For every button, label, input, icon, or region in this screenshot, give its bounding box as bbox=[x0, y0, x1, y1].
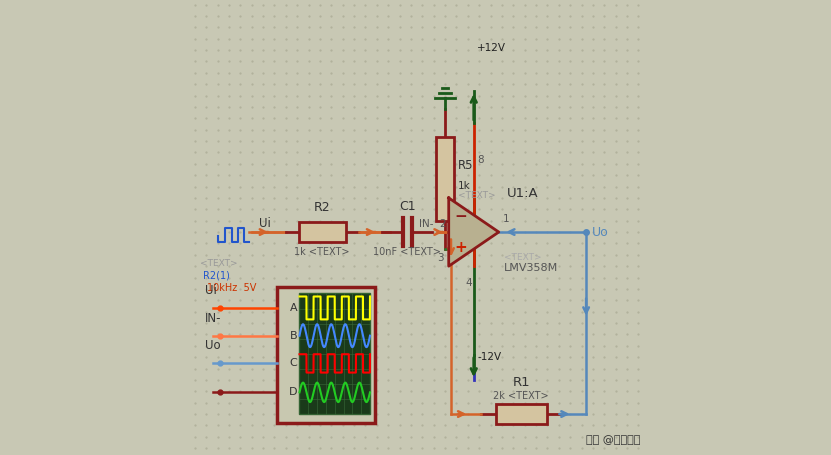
Text: <TEXT>: <TEXT> bbox=[504, 253, 542, 262]
Bar bbox=[277, 287, 375, 423]
Bar bbox=[299, 293, 370, 414]
Text: 2k <TEXT>: 2k <TEXT> bbox=[494, 391, 549, 401]
Text: 1: 1 bbox=[503, 214, 509, 224]
Bar bbox=[496, 404, 547, 424]
Text: Uo: Uo bbox=[592, 226, 608, 238]
Text: 8: 8 bbox=[477, 155, 484, 165]
Bar bbox=[436, 137, 455, 221]
Polygon shape bbox=[449, 198, 499, 266]
Text: <TEXT>: <TEXT> bbox=[200, 259, 238, 268]
Text: U1:A: U1:A bbox=[507, 187, 538, 200]
Text: +: + bbox=[455, 240, 467, 255]
Text: R5: R5 bbox=[458, 159, 474, 172]
Text: R2: R2 bbox=[314, 201, 331, 214]
Text: −: − bbox=[455, 209, 467, 224]
Text: 4: 4 bbox=[465, 278, 472, 288]
Text: A: A bbox=[289, 303, 297, 313]
Text: IN-: IN- bbox=[205, 312, 222, 325]
Text: -12V: -12V bbox=[477, 352, 501, 362]
Text: <TEXT>: <TEXT> bbox=[458, 191, 495, 200]
Text: C: C bbox=[289, 359, 297, 369]
Text: 10nF <TEXT>: 10nF <TEXT> bbox=[373, 247, 441, 257]
Text: Ui: Ui bbox=[205, 284, 217, 297]
Text: R2(1): R2(1) bbox=[203, 271, 230, 281]
Text: 3: 3 bbox=[438, 253, 444, 263]
Bar bbox=[299, 222, 346, 242]
Text: 头条 @电卤药丸: 头条 @电卤药丸 bbox=[587, 435, 641, 445]
Text: IN-  2: IN- 2 bbox=[419, 219, 446, 229]
Text: D: D bbox=[288, 387, 297, 397]
Text: Ui: Ui bbox=[258, 217, 270, 230]
Text: R1: R1 bbox=[513, 376, 530, 389]
Text: C1: C1 bbox=[399, 200, 416, 213]
Text: LMV358M: LMV358M bbox=[504, 263, 558, 273]
Text: B: B bbox=[289, 331, 297, 341]
Text: Uo: Uo bbox=[205, 339, 221, 353]
Text: 1k: 1k bbox=[458, 182, 470, 192]
Text: 1k <TEXT>: 1k <TEXT> bbox=[294, 247, 350, 257]
Text: +12V: +12V bbox=[477, 43, 506, 53]
Text: 10kHz  5V: 10kHz 5V bbox=[207, 283, 257, 293]
